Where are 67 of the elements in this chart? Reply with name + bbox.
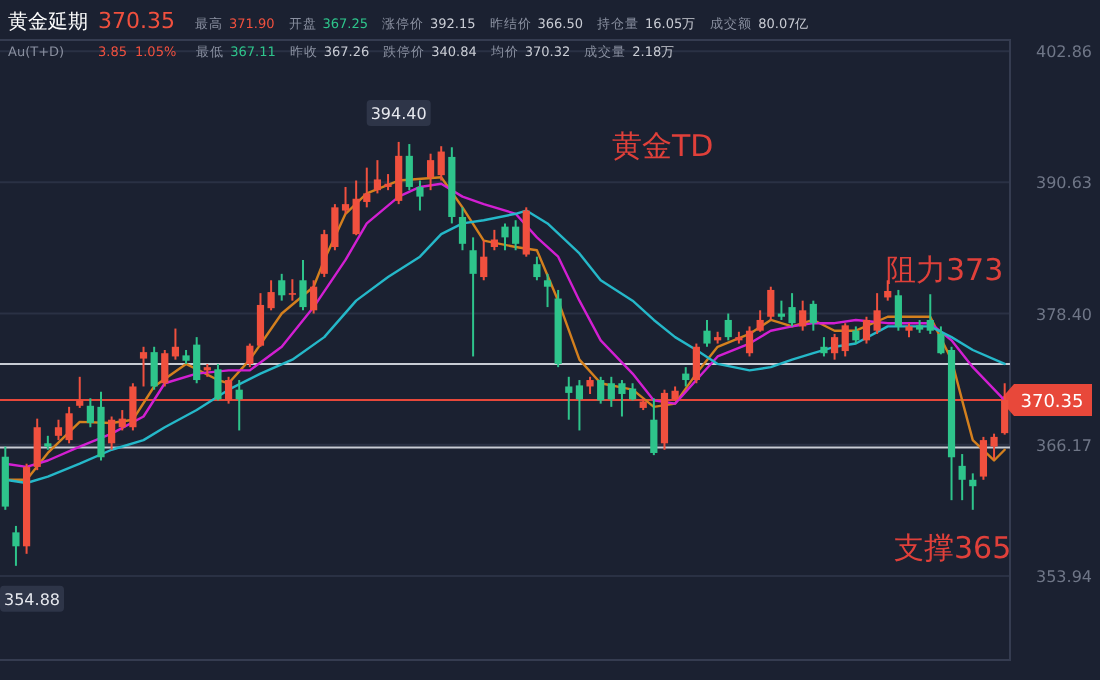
candlestick [256,292,265,348]
candlestick [108,415,116,451]
candlestick [171,327,180,361]
candlestick [288,278,296,302]
candlestick [235,379,243,432]
candlestick [54,418,63,442]
candlestick [139,345,148,388]
candlestick [841,322,849,358]
y-tick-label: 402.86 [1036,43,1092,62]
candlestick [830,332,839,361]
candlestick [278,272,286,302]
candlestick [458,206,467,252]
candlestick [426,152,435,192]
candlestick [12,524,20,567]
candlestick [161,349,169,388]
ref-line-label: 370.35 [1020,392,1084,413]
candlestick [246,342,254,369]
candlestick [480,239,488,282]
candlestick [724,312,732,342]
candlestick [490,228,498,252]
candlestick [150,345,158,391]
candlestick [958,453,966,502]
candlestick [65,405,73,445]
candlestick [682,366,690,388]
candlestick [873,292,881,335]
candlestick [469,236,477,358]
candlestick [692,342,700,385]
candlestick [299,258,307,312]
candlestick [522,206,530,258]
candlestick [533,255,541,282]
candlestick [767,285,775,321]
candlestick [820,336,828,358]
candlestick [565,375,573,421]
candlestick [575,379,584,432]
candlestick [756,309,764,333]
candlestick [745,325,754,358]
candlestick [437,145,445,182]
y-tick-label: 366.17 [1036,436,1092,455]
candlestick [543,272,552,309]
ref-line-label: 支撑365 [894,529,1012,566]
candlestick [926,293,934,335]
y-tick-label: 378.40 [1036,305,1092,324]
y-tick-label: 353.94 [1036,567,1092,586]
candlestick [969,472,977,511]
ref-line-label: 阻力373 [886,251,1004,288]
candlestick [937,325,945,356]
candlestick [799,299,807,332]
candlestick [33,417,41,472]
candlestick [894,288,902,332]
text: 黄金TD [612,128,714,164]
annotation: 354.88 [4,590,60,609]
candlestick [416,179,424,212]
candlestick [310,279,318,315]
candlestick [405,143,413,192]
candlestick [214,362,222,402]
text: 黄金延期 [8,10,88,34]
low-price-label: 354.88 [0,585,64,612]
y-tick-label: 390.63 [1036,174,1092,193]
candlestick [267,279,275,312]
text: 370.35 [98,8,175,34]
candlestick [703,318,711,348]
candlestick [597,375,605,405]
candlestick [650,397,658,457]
candlestick [809,299,817,332]
candlestick [341,185,350,215]
annotation: 394.40 [370,104,427,123]
candlestick [862,315,871,345]
